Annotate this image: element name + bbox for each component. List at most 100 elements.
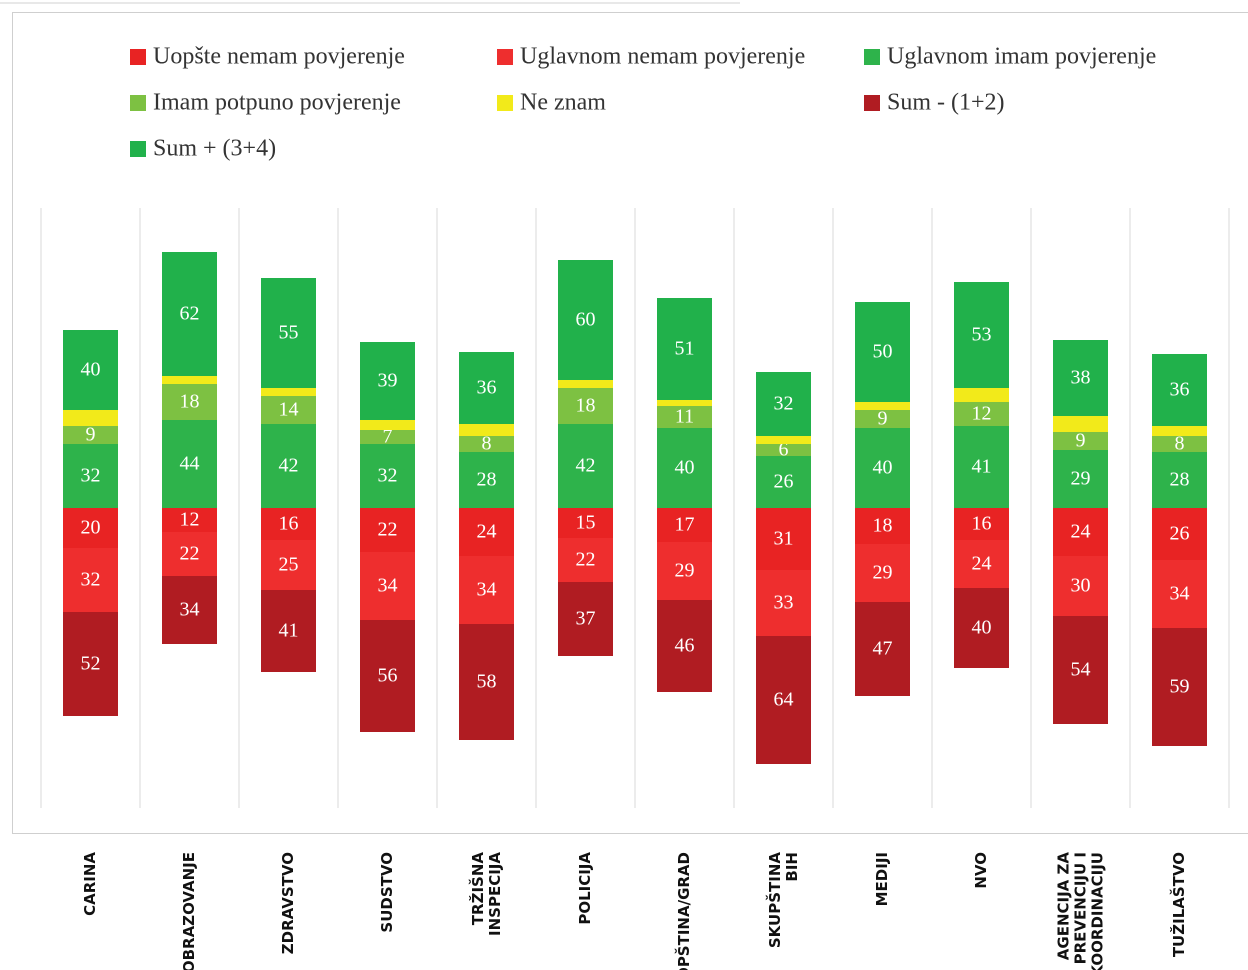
bar-segment bbox=[1152, 436, 1207, 452]
chart-frame bbox=[12, 12, 1248, 834]
bar-segment bbox=[855, 302, 910, 402]
value-label: 37 bbox=[576, 608, 596, 630]
bar-segment bbox=[756, 436, 811, 444]
bar-segment bbox=[954, 426, 1009, 508]
bar-segment bbox=[954, 402, 1009, 426]
bar-segment bbox=[261, 540, 316, 590]
bar-segment bbox=[63, 330, 118, 410]
value-label: 38 bbox=[1071, 367, 1091, 389]
bar-segment bbox=[558, 388, 613, 424]
value-label: 9 bbox=[86, 424, 96, 446]
value-label: 28 bbox=[477, 469, 497, 491]
value-label: 31 bbox=[774, 528, 794, 550]
value-label: 34 bbox=[378, 575, 398, 597]
value-label: 34 bbox=[1170, 583, 1190, 605]
bar-segment bbox=[1152, 426, 1207, 436]
bar-segment bbox=[954, 540, 1009, 588]
value-label: 60 bbox=[576, 309, 596, 331]
value-label: 36 bbox=[1170, 379, 1190, 401]
bar-segment bbox=[63, 426, 118, 444]
bar-segment bbox=[954, 588, 1009, 668]
bar-segment bbox=[558, 424, 613, 508]
bar-segment bbox=[756, 456, 811, 508]
value-label: 12 bbox=[180, 509, 200, 531]
legend-swatch bbox=[864, 49, 880, 65]
bar-segment bbox=[261, 590, 316, 672]
bar-segment bbox=[558, 380, 613, 388]
legend-label: Sum + (3+4) bbox=[153, 136, 276, 162]
x-tick-label: SUDSTVO bbox=[378, 852, 396, 933]
value-label: 59 bbox=[1170, 676, 1190, 698]
value-label: 36 bbox=[477, 377, 497, 399]
bar-segment bbox=[855, 602, 910, 696]
bar-segment bbox=[1152, 628, 1207, 746]
bar-segment bbox=[360, 342, 415, 420]
value-label: 50 bbox=[873, 341, 893, 363]
bar-segment bbox=[360, 552, 415, 620]
x-tick-label-line: INSPECIJA bbox=[486, 852, 504, 936]
value-label: 47 bbox=[873, 638, 893, 660]
legend-label: Imam potpuno povjerenje bbox=[153, 90, 401, 116]
x-tick-label: OPŠTINA/GRAD bbox=[674, 852, 693, 970]
legend-swatch bbox=[497, 49, 513, 65]
value-label: 58 bbox=[477, 671, 497, 693]
bar-segment bbox=[756, 372, 811, 436]
value-label: 29 bbox=[873, 562, 893, 584]
bar-segment bbox=[954, 508, 1009, 540]
value-label: 29 bbox=[1071, 468, 1091, 490]
bar-segment bbox=[1152, 354, 1207, 426]
bar-segment bbox=[558, 260, 613, 380]
value-label: 41 bbox=[972, 456, 992, 478]
value-label: 16 bbox=[279, 513, 299, 535]
bar-segment bbox=[360, 430, 415, 444]
x-tick-label-line: BIH bbox=[783, 852, 801, 882]
bar-segment bbox=[261, 508, 316, 540]
bar-segment bbox=[63, 444, 118, 508]
value-label: 22 bbox=[180, 543, 200, 565]
value-label: 32 bbox=[774, 393, 794, 415]
value-label: 26 bbox=[774, 471, 794, 493]
value-label: 18 bbox=[180, 391, 200, 413]
legend-label: Sum - (1+2) bbox=[887, 90, 1005, 116]
bar-segment bbox=[1053, 432, 1108, 450]
value-label: 9 bbox=[1076, 430, 1086, 452]
value-label: 52 bbox=[81, 653, 101, 675]
bar-segment bbox=[1152, 560, 1207, 628]
value-label: 12 bbox=[972, 403, 992, 425]
bar-segment bbox=[1053, 416, 1108, 432]
bar-segment bbox=[855, 428, 910, 508]
value-label: 32 bbox=[81, 569, 101, 591]
bar-segment bbox=[459, 508, 514, 556]
bar-segment bbox=[657, 542, 712, 600]
value-label: 22 bbox=[378, 519, 398, 541]
bar-segment bbox=[63, 410, 118, 426]
value-label: 30 bbox=[1071, 575, 1091, 597]
bar-segment bbox=[162, 384, 217, 420]
x-tick-label-line: AGENCIJA ZA bbox=[1054, 852, 1072, 961]
bar-segment bbox=[657, 406, 712, 428]
value-label: 64 bbox=[774, 689, 794, 711]
legend-swatch bbox=[864, 95, 880, 111]
bar-segment bbox=[162, 576, 217, 644]
bar-segment bbox=[657, 298, 712, 400]
bar-segment bbox=[63, 508, 118, 548]
x-tick-label: TRŽIŠNAINSPECIJA bbox=[468, 852, 504, 936]
bar-segment bbox=[1053, 508, 1108, 556]
bar-segment bbox=[855, 410, 910, 428]
bar-segment bbox=[162, 532, 217, 576]
value-label: 39 bbox=[378, 370, 398, 392]
bar-segment bbox=[954, 388, 1009, 402]
value-label: 26 bbox=[1170, 523, 1190, 545]
bar-segment bbox=[261, 278, 316, 388]
value-label: 44 bbox=[180, 453, 200, 475]
x-tick-label-line: TRŽIŠNA bbox=[468, 852, 487, 926]
value-label: 18 bbox=[576, 395, 596, 417]
value-label: 46 bbox=[675, 635, 695, 657]
bar-segment bbox=[657, 400, 712, 406]
value-label: 6 bbox=[779, 439, 789, 461]
value-label: 24 bbox=[477, 521, 497, 543]
bar-segment bbox=[360, 420, 415, 430]
bar-segment bbox=[162, 420, 217, 508]
bar-segment bbox=[261, 396, 316, 424]
